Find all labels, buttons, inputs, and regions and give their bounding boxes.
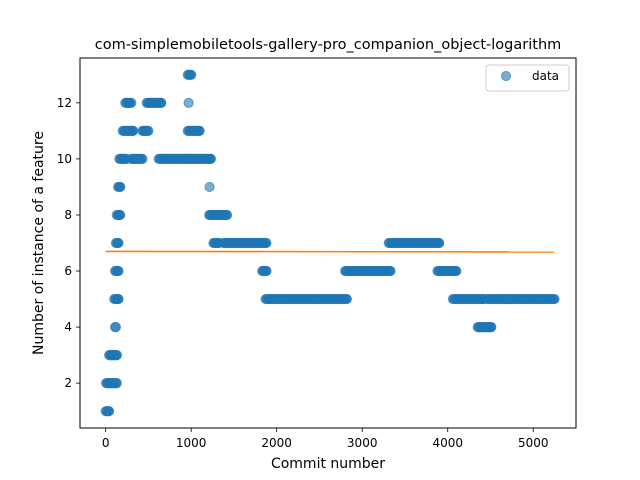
legend-marker-data xyxy=(500,70,512,82)
y-tick-label: 8 xyxy=(64,208,72,222)
axes-frame xyxy=(79,57,577,429)
y-tick-label: 12 xyxy=(57,96,72,110)
x-tick-label: 2000 xyxy=(261,436,292,450)
y-tick-label: 4 xyxy=(64,320,72,334)
trend-line-path xyxy=(105,250,555,253)
data-point xyxy=(341,293,352,305)
data-point xyxy=(137,153,148,165)
y-tick-label: 2 xyxy=(64,376,72,390)
data-point xyxy=(204,181,215,193)
x-tick-label: 0 xyxy=(102,436,110,450)
y-axis-label: Number of instance of a feature xyxy=(31,131,47,355)
x-tick-label: 5000 xyxy=(518,436,549,450)
data-point xyxy=(143,125,154,136)
data-point xyxy=(103,406,115,417)
data-point xyxy=(113,293,124,305)
x-axis: 0 1000 2000 3000 4000 5000 xyxy=(102,428,549,450)
data-point xyxy=(194,125,205,136)
data-point xyxy=(549,293,560,305)
data-point xyxy=(115,181,126,193)
data-point xyxy=(261,265,272,277)
x-tick-label: 4000 xyxy=(432,436,463,450)
data-point xyxy=(156,97,167,108)
legend-label-data: data xyxy=(532,69,559,83)
legend: data xyxy=(485,64,570,92)
data-point xyxy=(115,209,126,221)
chart-title: com-simplemobiletools-gallery-pro_compan… xyxy=(95,37,562,53)
data-point xyxy=(261,237,272,249)
x-tick-label: 1000 xyxy=(176,436,207,450)
data-point xyxy=(111,350,122,361)
data-point xyxy=(183,97,194,108)
trend-line xyxy=(105,250,555,253)
x-tick-label: 3000 xyxy=(347,436,378,450)
data-point xyxy=(221,209,233,221)
data-point xyxy=(113,265,124,277)
data-point xyxy=(451,265,462,277)
y-tick-label: 6 xyxy=(64,264,72,278)
data-point xyxy=(434,237,445,249)
data-point xyxy=(486,321,497,333)
y-tick-label: 10 xyxy=(57,152,72,166)
data-point xyxy=(110,321,122,333)
x-axis-label: Commit number xyxy=(271,456,385,472)
data-point xyxy=(111,378,122,389)
data-point xyxy=(186,69,197,80)
data-point xyxy=(205,153,216,165)
data-point xyxy=(385,265,396,277)
data-point xyxy=(126,97,137,108)
y-axis: 2 4 6 8 10 12 xyxy=(57,96,80,390)
data-point xyxy=(113,237,124,249)
data-point xyxy=(127,125,139,136)
data-points xyxy=(100,69,560,417)
